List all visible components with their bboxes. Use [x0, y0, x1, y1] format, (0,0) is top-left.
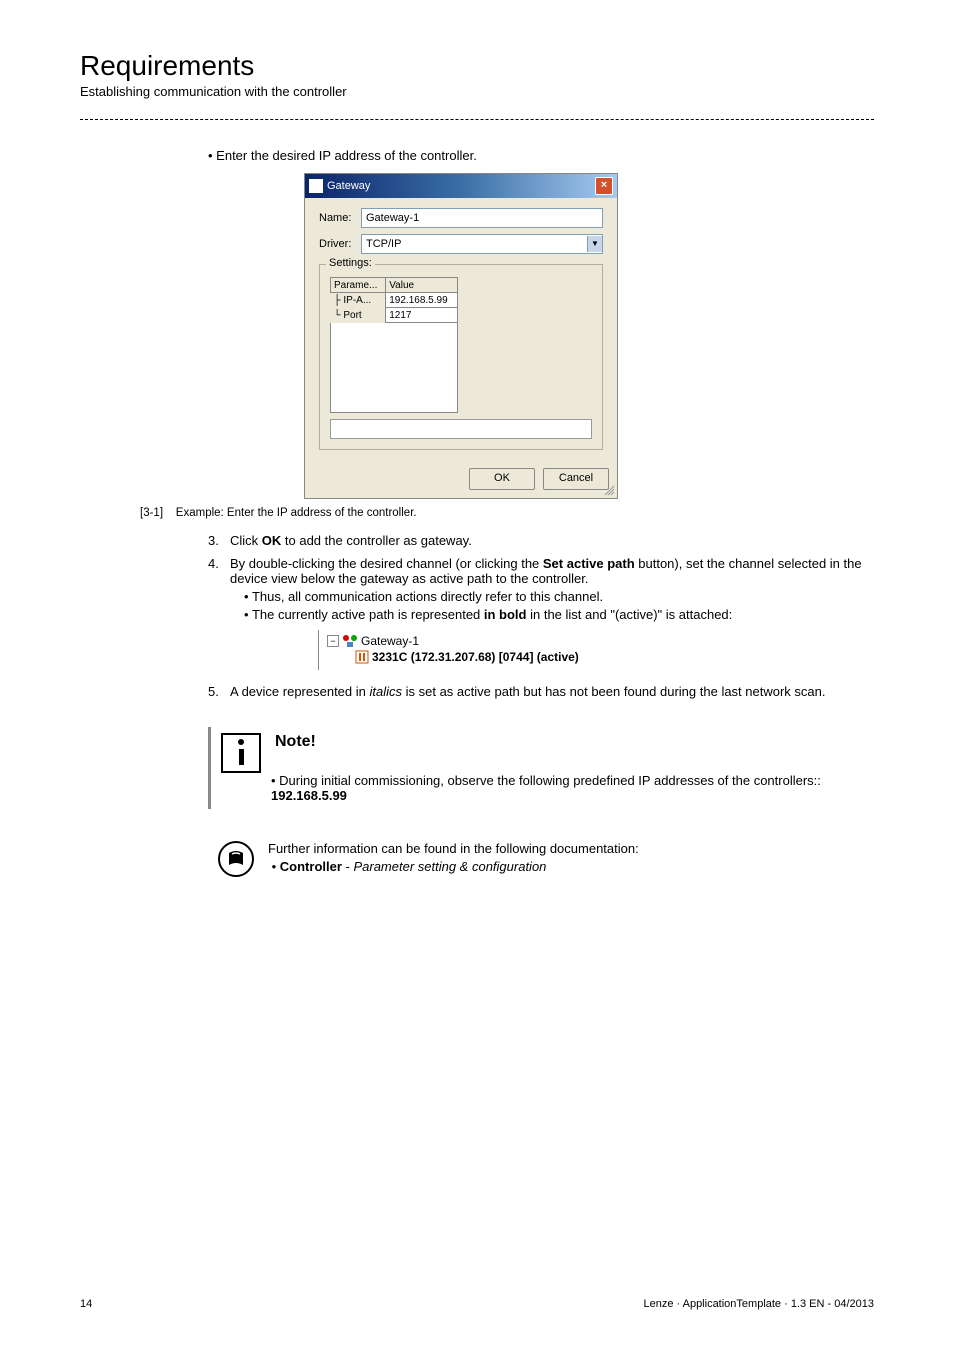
- ok-button[interactable]: OK: [469, 468, 535, 490]
- step-3-num: 3.: [208, 533, 230, 548]
- header-separator: [80, 119, 874, 120]
- row-port-param: └ Port: [331, 308, 386, 323]
- book-reference-icon: [218, 841, 254, 877]
- col-value: Value: [386, 278, 458, 293]
- driver-select[interactable]: TCP/IP ▼: [361, 234, 603, 254]
- row-ip-value[interactable]: 192.168.5.99: [386, 293, 458, 308]
- driver-value: TCP/IP: [366, 238, 401, 250]
- step-5: 5. A device represented in italics is se…: [208, 684, 874, 699]
- active-path-tree: − Gateway-1 3231C (172.31.207.68) [0744]…: [318, 630, 617, 670]
- gateway-dialog: Gateway × Name: Driver: TCP/IP ▼: [304, 173, 618, 499]
- driver-label: Driver:: [319, 238, 361, 250]
- settings-legend: Settings:: [326, 257, 375, 269]
- device-icon: [355, 650, 369, 664]
- col-param: Parame...: [331, 278, 386, 293]
- figure-caption: [3-1] Example: Enter the IP address of t…: [140, 507, 874, 519]
- description-strip: [330, 419, 592, 439]
- dialog-app-icon: [309, 179, 323, 193]
- collapse-icon[interactable]: −: [327, 635, 339, 647]
- note-title: Note!: [275, 733, 316, 751]
- caption-ref: [3-1]: [140, 507, 163, 519]
- row-port-value[interactable]: 1217: [386, 308, 458, 323]
- page-title: Requirements: [80, 50, 874, 82]
- page-footer: 14 Lenze · ApplicationTemplate · 1.3 EN …: [80, 1298, 874, 1310]
- step-3: 3. Click OK to add the controller as gat…: [208, 533, 874, 548]
- dialog-title: Gateway: [327, 180, 370, 192]
- step-4-num: 4.: [208, 556, 230, 622]
- name-input[interactable]: [361, 208, 603, 228]
- step-4-sub1: • Thus, all communication actions direct…: [244, 589, 874, 604]
- further-ref: • Controller - Parameter setting & confi…: [268, 859, 639, 874]
- chevron-down-icon: ▼: [587, 236, 602, 252]
- tree-gateway-label: Gateway-1: [361, 634, 419, 648]
- note-body: • During initial commissioning, observe …: [271, 773, 874, 803]
- settings-spacer: [330, 323, 458, 413]
- note-box: Note! • During initial commissioning, ob…: [208, 727, 874, 809]
- tree-device-label: 3231C (172.31.207.68) [0744] (active): [372, 650, 579, 664]
- close-icon[interactable]: ×: [595, 177, 613, 195]
- name-label: Name:: [319, 212, 361, 224]
- intro-bullet: • Enter the desired IP address of the co…: [208, 148, 874, 163]
- settings-fieldset: Settings: Parame... Value ├ IP-A... 192.…: [319, 264, 603, 450]
- dialog-titlebar: Gateway ×: [305, 174, 617, 198]
- info-note-icon: [221, 733, 261, 773]
- page-subtitle: Establishing communication with the cont…: [80, 84, 874, 99]
- caption-text: Example: Enter the IP address of the con…: [176, 507, 417, 519]
- resize-grip-icon: [603, 484, 615, 496]
- further-intro: Further information can be found in the …: [268, 841, 639, 856]
- step-5-num: 5.: [208, 684, 230, 699]
- tree-device-row[interactable]: 3231C (172.31.207.68) [0744] (active): [355, 650, 617, 664]
- step-4-sub2: • The currently active path is represent…: [244, 607, 874, 622]
- step-4: 4. By double-clicking the desired channe…: [208, 556, 874, 622]
- intro-bullet-text: Enter the desired IP address of the cont…: [216, 148, 477, 163]
- page-number: 14: [80, 1298, 92, 1310]
- settings-table: Parame... Value ├ IP-A... 192.168.5.99 └…: [330, 277, 458, 323]
- gateway-icon: [342, 634, 358, 648]
- cancel-button[interactable]: Cancel: [543, 468, 609, 490]
- further-info: Further information can be found in the …: [208, 841, 874, 877]
- footer-right: Lenze · ApplicationTemplate · 1.3 EN - 0…: [643, 1298, 874, 1310]
- row-ip-param: ├ IP-A...: [331, 293, 386, 308]
- tree-gateway-row: − Gateway-1: [327, 634, 617, 648]
